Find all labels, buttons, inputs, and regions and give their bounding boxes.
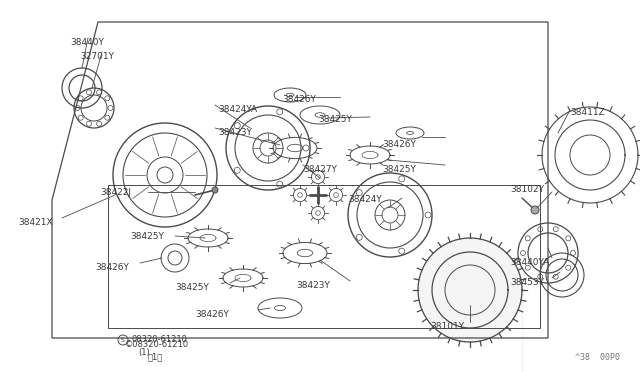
Text: 38424YA: 38424YA [218,105,257,114]
Text: 38453Y: 38453Y [510,278,544,287]
Text: 38426Y: 38426Y [282,95,316,104]
Text: 38425Y: 38425Y [382,165,416,174]
Text: ©08320-61210: ©08320-61210 [125,340,189,349]
Text: 38424Y: 38424Y [348,195,381,204]
Text: 38422J: 38422J [100,188,131,197]
Text: 38426Y: 38426Y [382,140,416,149]
Text: 08320-61210: 08320-61210 [132,336,188,344]
Text: ^38  00P0: ^38 00P0 [575,353,620,362]
Text: （1）: （1） [148,352,163,361]
Text: 38423Y: 38423Y [218,128,252,137]
Text: 38427Y: 38427Y [303,165,337,174]
Text: 38426Y: 38426Y [195,310,229,319]
Text: 38425Y: 38425Y [130,232,164,241]
Text: 38426Y: 38426Y [95,263,129,272]
Text: 38411Z: 38411Z [570,108,605,117]
Text: 38423Y: 38423Y [296,281,330,290]
Text: 38440YA: 38440YA [510,258,549,267]
Text: 38425Y: 38425Y [318,115,352,124]
Circle shape [212,187,218,193]
Text: S: S [121,337,125,343]
Text: 38421X: 38421X [18,218,52,227]
Text: 32701Y: 32701Y [80,52,114,61]
Text: 38102Y: 38102Y [510,185,544,194]
Circle shape [531,206,539,214]
Text: (1): (1) [138,347,150,356]
Text: 38101Y: 38101Y [430,322,464,331]
Text: 38425Y: 38425Y [175,283,209,292]
Text: 38440Y: 38440Y [70,38,104,47]
